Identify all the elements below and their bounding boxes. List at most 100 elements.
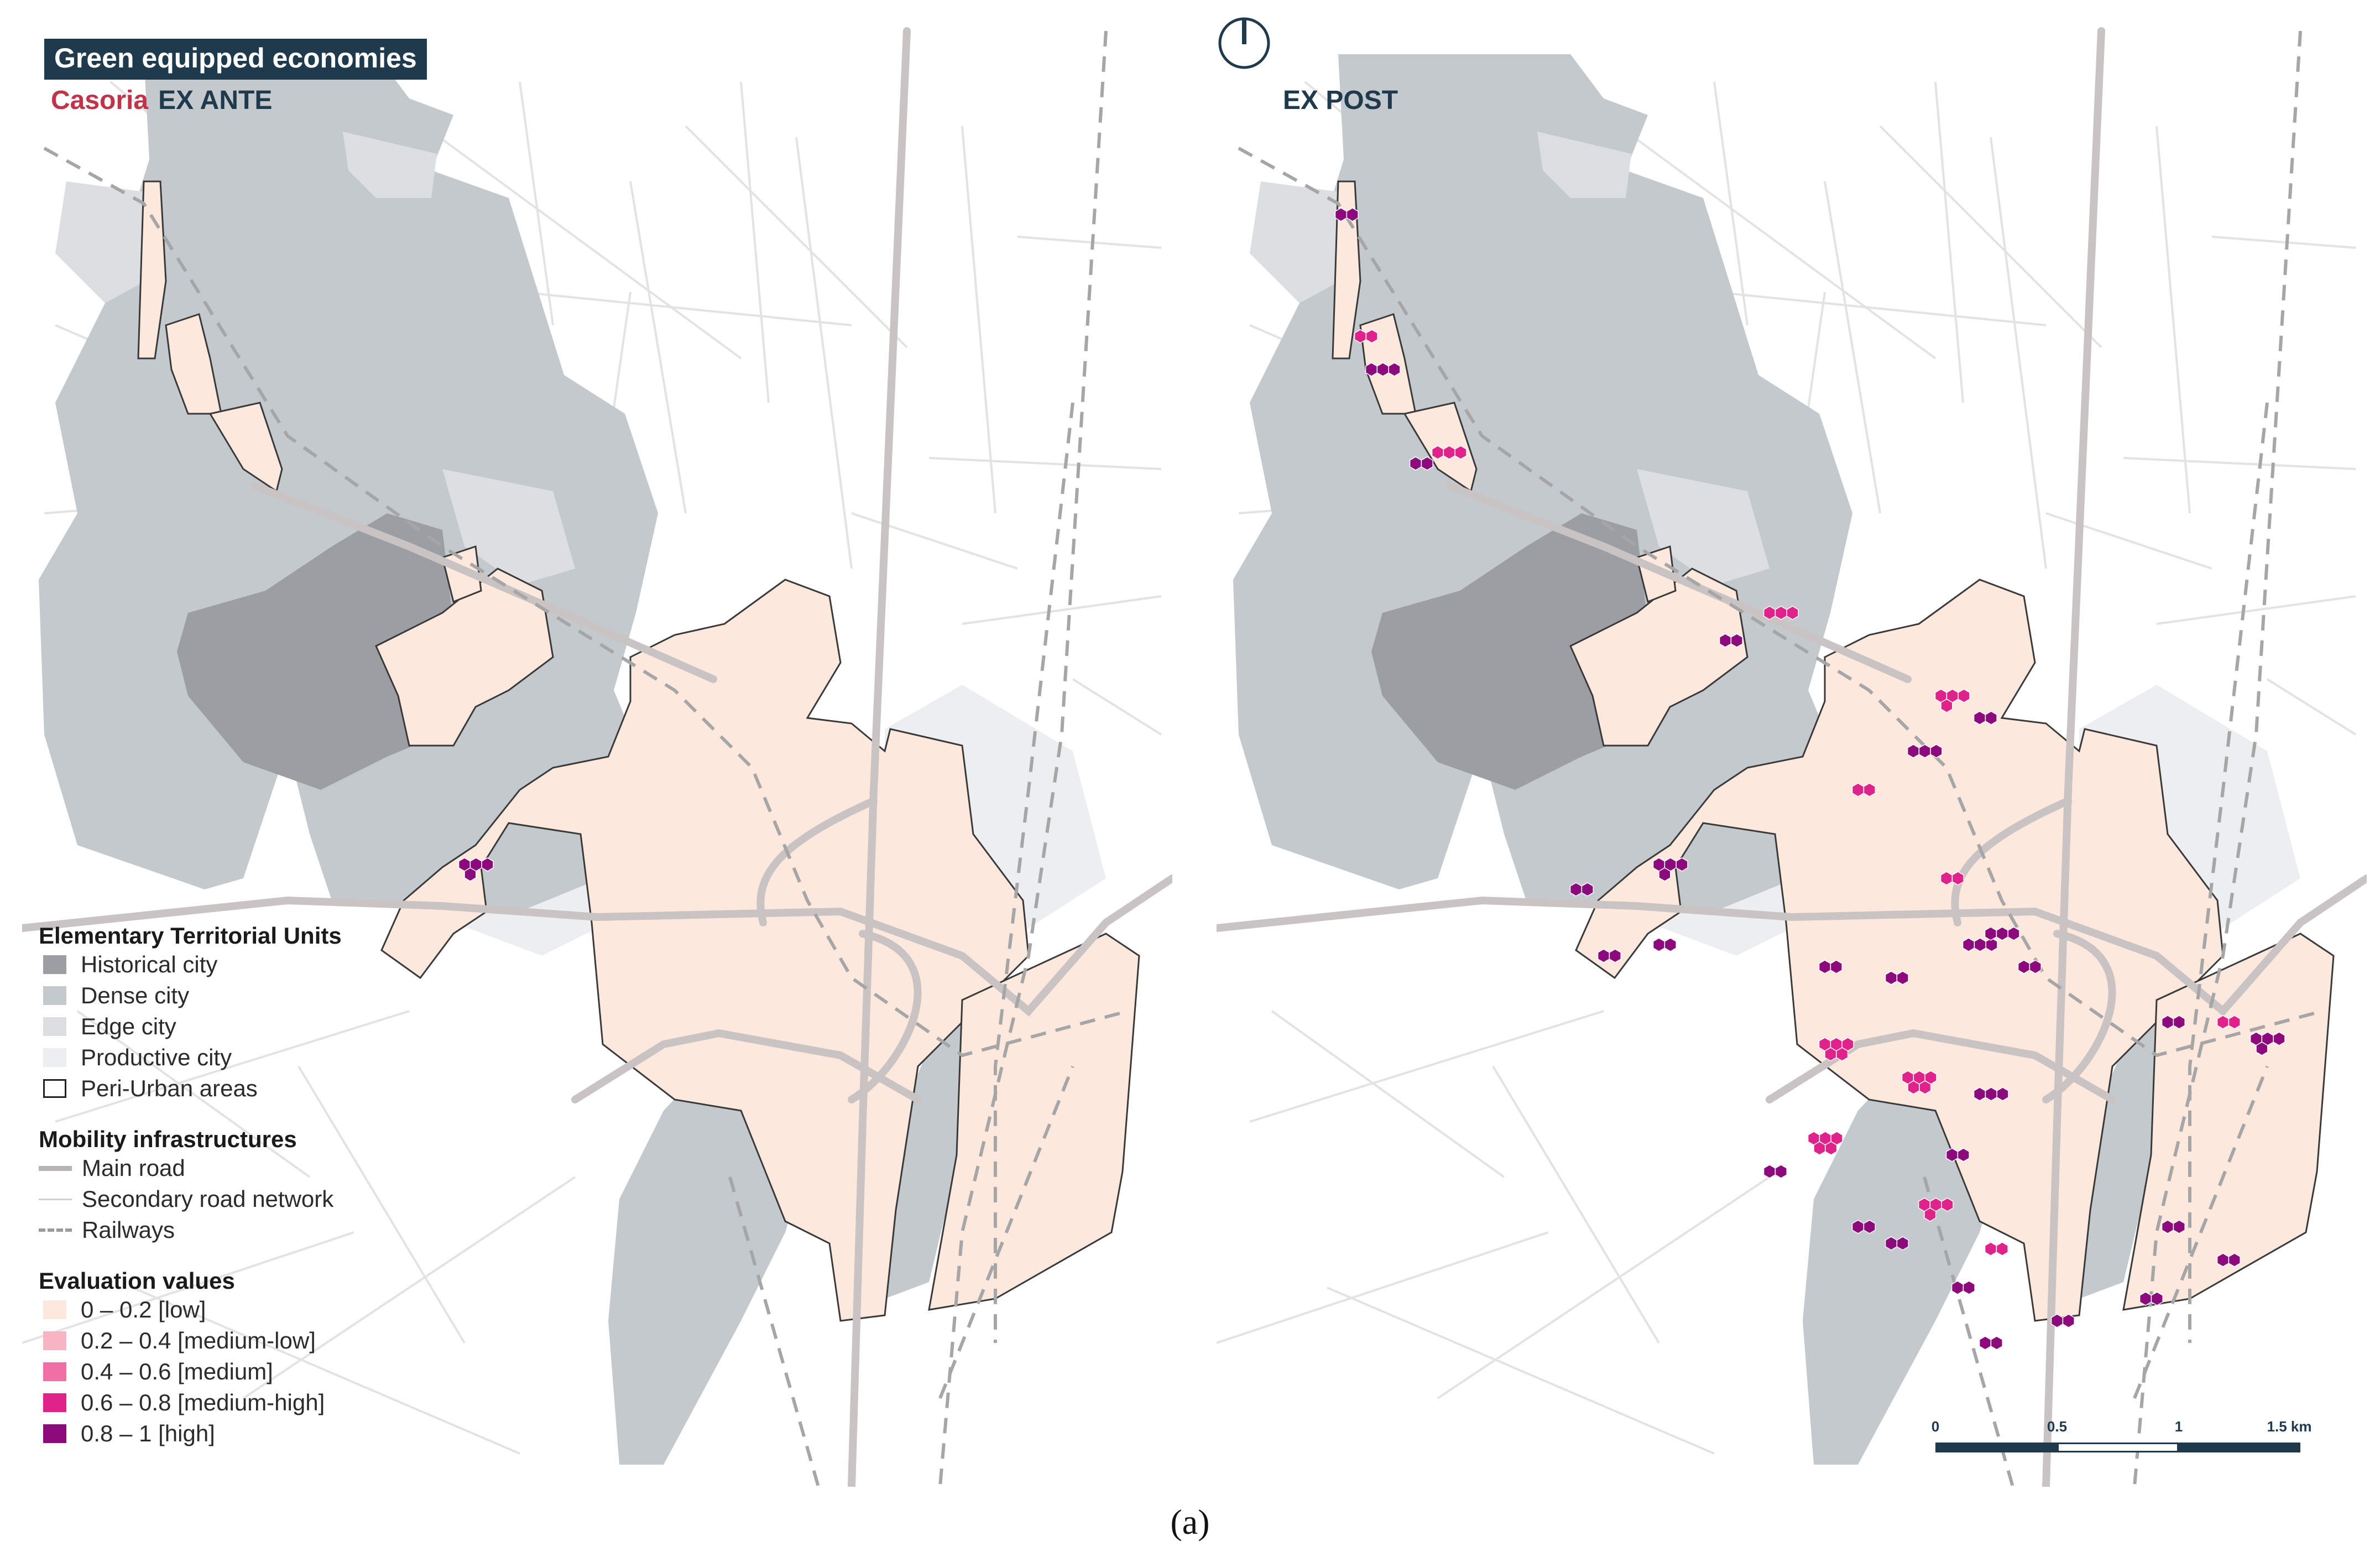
- legend-item-main-road: Main road: [39, 1153, 426, 1184]
- railways: [43, 30, 1129, 1487]
- evaluation-hexagon: [1996, 1242, 2008, 1256]
- evaluation-hexagon: [1945, 1148, 1959, 1162]
- scale-segment: [2057, 1443, 2179, 1452]
- railway: [2133, 1065, 2269, 1399]
- secondary-road: [1271, 1010, 1505, 1178]
- evaluation-hexagon: [2228, 1015, 2241, 1029]
- evaluation-hexagon: [481, 857, 494, 872]
- evaluation-hexagon: [2173, 1015, 2185, 1029]
- evaluation-hexagon: [2161, 1015, 2174, 1029]
- figure-caption: (a): [1170, 1502, 1210, 1542]
- peri-urban-areas: [1332, 180, 2335, 1322]
- evaluation-hexagon: [1443, 445, 1455, 460]
- railway: [2133, 30, 2302, 1487]
- evaluation-hexagon: [1354, 329, 1367, 343]
- legend-item-eval-medium: 0.4 – 0.6 [medium]: [39, 1356, 426, 1387]
- secondary-road: [1934, 81, 1964, 403]
- evaluation-hexagon: [1918, 744, 1931, 758]
- evaluation-hexagon: [1863, 783, 1876, 797]
- legend-mobility: Mobility infrastructures Main road Secon…: [39, 1126, 426, 1246]
- legend-evaluation: Evaluation values 0 – 0.2 [low] 0.2 – 0.…: [39, 1268, 426, 1449]
- legend-label: 0.6 – 0.8 [medium-high]: [81, 1389, 325, 1415]
- panel-subtitle: Casoria EX ANTE: [51, 85, 272, 116]
- map-legend: Elementary Territorial Units Historical …: [39, 923, 426, 1471]
- legend-item-eval-low: 0 – 0.2 [low]: [39, 1294, 426, 1325]
- secondary-road: [132, 1287, 520, 1455]
- secondary-road: [685, 125, 908, 348]
- secondary-road: [928, 457, 1162, 470]
- secondary-road: [1492, 1065, 1660, 1344]
- evaluation-hexagon: [2050, 1314, 2064, 1328]
- legend-swatch: [43, 1393, 66, 1412]
- evaluation-hexagon: [1951, 871, 1964, 886]
- evaluation-hexagon: [2017, 960, 2031, 974]
- map-title: Green equipped economies: [44, 39, 427, 80]
- evaluation-hexagon: [2273, 1032, 2285, 1046]
- main-road: [756, 797, 878, 926]
- legend-item-edge-city: Edge city: [39, 1011, 426, 1042]
- edge-city-area: [1637, 469, 1770, 585]
- secondary-road: [298, 1065, 466, 1344]
- evaluation-hexagon: [1990, 1336, 2003, 1350]
- historical-city-area: [1371, 513, 1648, 790]
- railway: [938, 30, 1108, 1487]
- evaluation-hexagon: [1963, 1280, 1975, 1295]
- secondary-road: [740, 81, 770, 403]
- legend-label: Peri-Urban areas: [81, 1075, 258, 1101]
- evaluation-hexagon: [1962, 938, 1975, 952]
- edge-city-area: [1537, 132, 1631, 198]
- evaluation-hexagon: [2173, 1220, 2185, 1234]
- evaluation-hexagon: [1940, 699, 1953, 713]
- evaluation-hexagon: [1774, 1164, 1787, 1179]
- legend-label: Secondary road network: [82, 1186, 334, 1212]
- evaluation-hexagon: [1664, 938, 1677, 952]
- railway: [43, 147, 1129, 1058]
- ex-ante-map-panel: Green equipped economies Casoria EX ANTE …: [22, 15, 1172, 1487]
- legend-label: Dense city: [81, 982, 190, 1008]
- evaluation-hexagon: [1652, 938, 1666, 952]
- peri-urban-area: [2122, 933, 2335, 1311]
- main-road: [571, 1029, 922, 1103]
- evaluation-hexagon: [1609, 949, 1621, 963]
- historical-city-area: [177, 513, 453, 790]
- evaluation-hexagon: [1973, 1087, 1986, 1101]
- evaluation-hexagon: [1365, 329, 1378, 343]
- evaluation-hexagon: [2216, 1015, 2230, 1029]
- evaluation-hexagon: [1346, 207, 1359, 222]
- evaluation-hexagons-ex-ante: [458, 857, 494, 882]
- secondary-road: [629, 181, 687, 514]
- secondary-road: [1713, 81, 1749, 326]
- secondary-road-symbol: [39, 1198, 72, 1200]
- evaluation-hexagon: [1973, 711, 1986, 725]
- legend-swatch: [43, 1300, 66, 1319]
- legend-swatch: [43, 1331, 66, 1350]
- evaluation-hexagon: [1813, 1141, 1826, 1155]
- legend-item-dense-city: Dense city: [39, 980, 426, 1011]
- legend-swatch: [43, 1017, 66, 1036]
- evaluation-hexagon: [1409, 456, 1422, 471]
- phase-label-ex-ante: EX ANTE: [158, 86, 273, 115]
- evaluation-hexagon: [1919, 1080, 1932, 1095]
- secondary-road: [1217, 1231, 1549, 1344]
- evaluation-hexagon: [1825, 1141, 1838, 1155]
- evaluation-hexagon: [2151, 1292, 2163, 1306]
- evaluation-hexagon: [1979, 1336, 1992, 1350]
- legend-item-eval-medium-high: 0.6 – 0.8 [medium-high]: [39, 1387, 426, 1418]
- secondary-road: [55, 1010, 410, 1123]
- secondary-road-network: [22, 81, 1162, 1455]
- secondary-road: [961, 126, 996, 514]
- evaluation-hexagon: [2228, 1253, 2241, 1267]
- evaluation-hexagon: [1996, 926, 2008, 941]
- legend-swatch: [43, 1048, 66, 1067]
- secondary-road: [242, 1176, 576, 1399]
- evaluation-hexagon: [1421, 456, 1433, 471]
- secondary-road: [962, 595, 1162, 625]
- legend-swatch: [43, 986, 66, 1005]
- main-road: [2042, 27, 2105, 1487]
- legend-item-eval-medium-low: 0.2 – 0.4 [medium-low]: [39, 1325, 426, 1356]
- city-name: Casoria: [51, 86, 149, 115]
- legend-heading: Evaluation values: [39, 1268, 235, 1294]
- railways: [1238, 30, 2323, 1487]
- evaluation-hexagon: [1830, 960, 1843, 974]
- evaluation-hexagon: [1885, 971, 1898, 985]
